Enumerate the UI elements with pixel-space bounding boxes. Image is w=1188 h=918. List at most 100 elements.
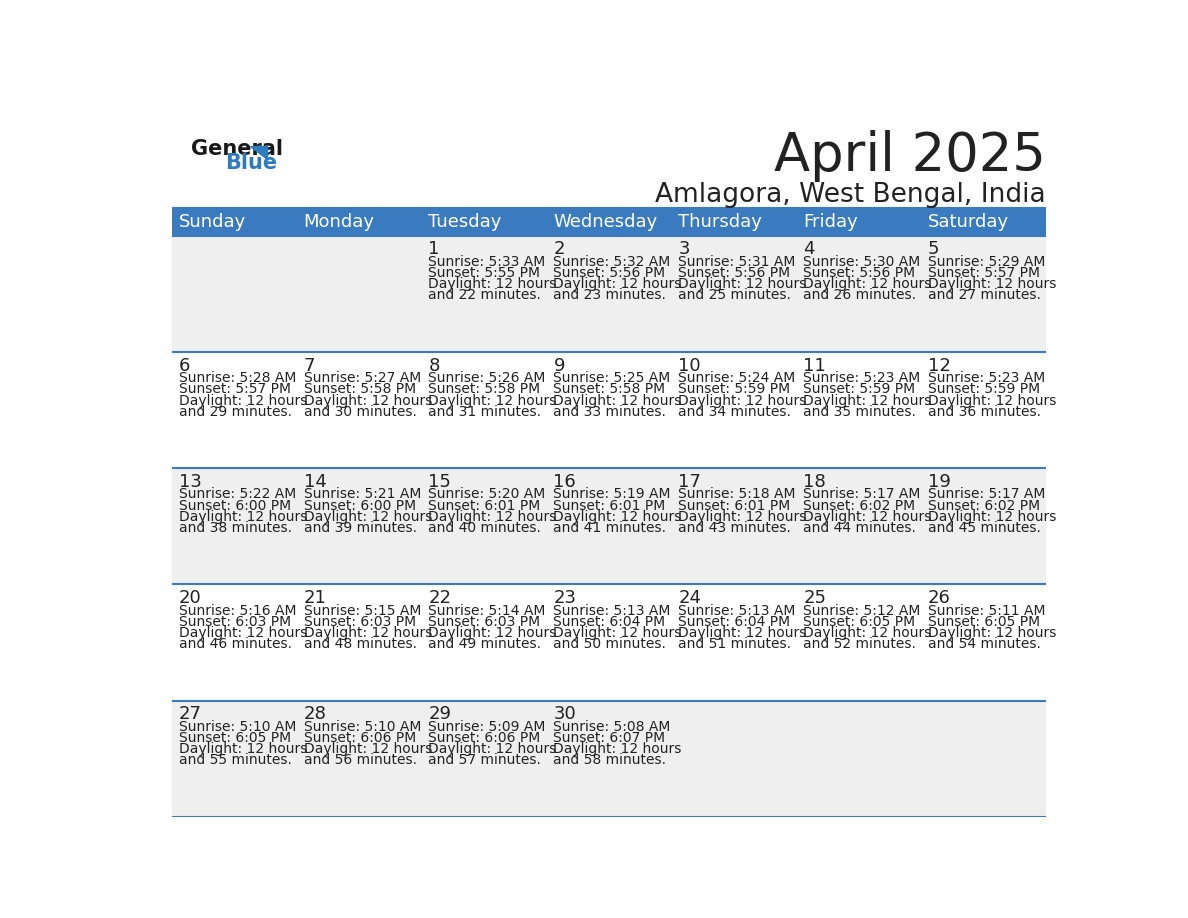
Text: Daylight: 12 hours: Daylight: 12 hours (178, 509, 308, 524)
Text: and 45 minutes.: and 45 minutes. (928, 521, 1041, 535)
Text: Sunrise: 5:16 AM: Sunrise: 5:16 AM (178, 604, 296, 618)
Text: Sunset: 6:01 PM: Sunset: 6:01 PM (429, 498, 541, 512)
Text: Daylight: 12 hours: Daylight: 12 hours (928, 509, 1056, 524)
Text: General: General (191, 139, 283, 159)
Text: 23: 23 (554, 589, 576, 607)
Text: 9: 9 (554, 356, 564, 375)
Text: 13: 13 (178, 473, 202, 491)
Text: Sunset: 6:03 PM: Sunset: 6:03 PM (429, 615, 541, 629)
Bar (422, 208, 546, 236)
Text: Thursday: Thursday (678, 213, 763, 230)
Text: and 48 minutes.: and 48 minutes. (304, 637, 417, 651)
Text: 24: 24 (678, 589, 701, 607)
Text: 18: 18 (803, 473, 826, 491)
Text: and 39 minutes.: and 39 minutes. (304, 521, 417, 535)
Text: and 54 minutes.: and 54 minutes. (928, 637, 1041, 651)
Bar (172, 700, 1045, 817)
Text: Sunrise: 5:13 AM: Sunrise: 5:13 AM (554, 604, 671, 618)
Text: Sunset: 5:59 PM: Sunset: 5:59 PM (803, 383, 915, 397)
Text: Sunrise: 5:30 AM: Sunrise: 5:30 AM (803, 255, 921, 269)
Text: Sunrise: 5:28 AM: Sunrise: 5:28 AM (178, 371, 296, 386)
Text: 5: 5 (928, 241, 940, 258)
Text: Daylight: 12 hours: Daylight: 12 hours (429, 277, 557, 291)
Text: Sunset: 5:58 PM: Sunset: 5:58 PM (304, 383, 416, 397)
Text: and 57 minutes.: and 57 minutes. (429, 754, 542, 767)
Text: Sunrise: 5:31 AM: Sunrise: 5:31 AM (678, 255, 796, 269)
Text: Sunrise: 5:10 AM: Sunrise: 5:10 AM (178, 720, 296, 734)
Text: Daylight: 12 hours: Daylight: 12 hours (178, 626, 308, 640)
Text: Daylight: 12 hours: Daylight: 12 hours (429, 626, 557, 640)
Text: and 25 minutes.: and 25 minutes. (678, 288, 791, 302)
Text: and 51 minutes.: and 51 minutes. (678, 637, 791, 651)
Text: Sunset: 6:02 PM: Sunset: 6:02 PM (803, 498, 915, 512)
Text: Sunrise: 5:33 AM: Sunrise: 5:33 AM (429, 255, 545, 269)
Text: Sunset: 6:05 PM: Sunset: 6:05 PM (803, 615, 915, 629)
Text: Sunrise: 5:27 AM: Sunrise: 5:27 AM (304, 371, 421, 386)
Text: and 34 minutes.: and 34 minutes. (678, 405, 791, 419)
Text: Sunset: 6:00 PM: Sunset: 6:00 PM (178, 498, 291, 512)
Text: Sunset: 6:04 PM: Sunset: 6:04 PM (678, 615, 790, 629)
Text: and 22 minutes.: and 22 minutes. (429, 288, 542, 302)
Text: and 33 minutes.: and 33 minutes. (554, 405, 666, 419)
Text: Daylight: 12 hours: Daylight: 12 hours (429, 743, 557, 756)
Text: 8: 8 (429, 356, 440, 375)
Text: 16: 16 (554, 473, 576, 491)
Text: Sunrise: 5:21 AM: Sunrise: 5:21 AM (304, 487, 421, 501)
Text: 25: 25 (803, 589, 826, 607)
Text: Daylight: 12 hours: Daylight: 12 hours (178, 394, 308, 408)
Bar (172, 585, 1045, 700)
Bar (297, 208, 422, 236)
Text: Sunset: 6:04 PM: Sunset: 6:04 PM (554, 615, 665, 629)
Text: Daylight: 12 hours: Daylight: 12 hours (554, 509, 682, 524)
Text: April 2025: April 2025 (775, 130, 1045, 183)
Text: 7: 7 (304, 356, 315, 375)
Text: Sunrise: 5:23 AM: Sunrise: 5:23 AM (928, 371, 1045, 386)
Text: Sunrise: 5:19 AM: Sunrise: 5:19 AM (554, 487, 671, 501)
Text: Sunset: 6:06 PM: Sunset: 6:06 PM (304, 731, 416, 745)
Text: Sunset: 6:00 PM: Sunset: 6:00 PM (304, 498, 416, 512)
Text: Sunrise: 5:14 AM: Sunrise: 5:14 AM (429, 604, 545, 618)
Text: Amlagora, West Bengal, India: Amlagora, West Bengal, India (656, 182, 1045, 207)
Text: Sunset: 6:05 PM: Sunset: 6:05 PM (928, 615, 1041, 629)
Text: Daylight: 12 hours: Daylight: 12 hours (928, 277, 1056, 291)
Text: 2: 2 (554, 241, 564, 258)
Text: Daylight: 12 hours: Daylight: 12 hours (554, 626, 682, 640)
Text: and 35 minutes.: and 35 minutes. (803, 405, 916, 419)
Bar (172, 236, 1045, 352)
Text: and 46 minutes.: and 46 minutes. (178, 637, 292, 651)
Text: and 31 minutes.: and 31 minutes. (429, 405, 542, 419)
Text: Sunset: 6:03 PM: Sunset: 6:03 PM (304, 615, 416, 629)
Text: 12: 12 (928, 356, 950, 375)
Text: and 41 minutes.: and 41 minutes. (554, 521, 666, 535)
Bar (546, 208, 671, 236)
Text: 1: 1 (429, 241, 440, 258)
Text: Sunset: 6:06 PM: Sunset: 6:06 PM (429, 731, 541, 745)
Text: Sunset: 5:58 PM: Sunset: 5:58 PM (429, 383, 541, 397)
Text: Daylight: 12 hours: Daylight: 12 hours (554, 743, 682, 756)
Text: Daylight: 12 hours: Daylight: 12 hours (928, 626, 1056, 640)
Text: 19: 19 (928, 473, 950, 491)
Text: Sunset: 6:05 PM: Sunset: 6:05 PM (178, 731, 291, 745)
Text: Daylight: 12 hours: Daylight: 12 hours (803, 394, 931, 408)
Text: and 40 minutes.: and 40 minutes. (429, 521, 542, 535)
Text: 6: 6 (178, 356, 190, 375)
Text: Daylight: 12 hours: Daylight: 12 hours (554, 394, 682, 408)
Text: 15: 15 (429, 473, 451, 491)
Text: Saturday: Saturday (928, 213, 1009, 230)
Text: and 44 minutes.: and 44 minutes. (803, 521, 916, 535)
Text: Daylight: 12 hours: Daylight: 12 hours (803, 626, 931, 640)
Text: Sunset: 5:55 PM: Sunset: 5:55 PM (429, 266, 541, 280)
Text: Sunday: Sunday (178, 213, 246, 230)
Text: Daylight: 12 hours: Daylight: 12 hours (304, 626, 432, 640)
Text: 28: 28 (304, 705, 327, 723)
Text: and 38 minutes.: and 38 minutes. (178, 521, 292, 535)
Text: and 52 minutes.: and 52 minutes. (803, 637, 916, 651)
Text: Sunset: 6:01 PM: Sunset: 6:01 PM (678, 498, 790, 512)
Text: and 30 minutes.: and 30 minutes. (304, 405, 417, 419)
Text: Daylight: 12 hours: Daylight: 12 hours (928, 394, 1056, 408)
Text: Sunset: 6:03 PM: Sunset: 6:03 PM (178, 615, 291, 629)
Text: Daylight: 12 hours: Daylight: 12 hours (554, 277, 682, 291)
Text: 3: 3 (678, 241, 690, 258)
Text: and 36 minutes.: and 36 minutes. (928, 405, 1041, 419)
Text: and 23 minutes.: and 23 minutes. (554, 288, 666, 302)
